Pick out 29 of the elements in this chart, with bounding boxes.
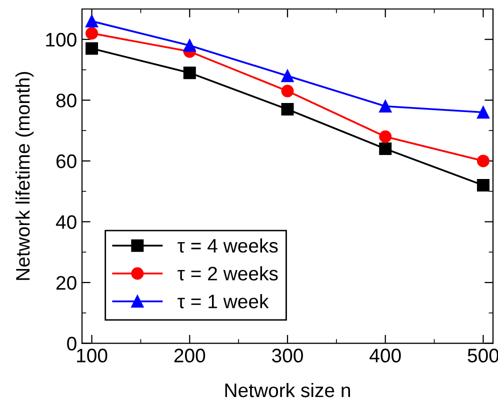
point [379,142,392,156]
x-tick-label: 200 [174,348,206,362]
point [86,27,98,40]
point [183,39,196,52]
legend-label: τ = 2 weeks [178,266,278,280]
point [281,84,294,98]
x-axis-title: Network size n [225,382,350,398]
point [86,42,98,55]
y-tick-label: 80 [56,94,76,108]
y-tick-label: 0 [67,336,76,351]
point [379,130,392,143]
y-tick-label: 40 [56,215,76,229]
x-tick-label: 300 [272,348,303,362]
point [476,179,490,192]
y-tick-label: 60 [56,154,76,168]
y-tick-label: 20 [56,276,76,290]
x-tick-label: 400 [370,348,401,362]
point [86,14,98,28]
point [183,66,196,80]
legend-label: τ = 4 weeks [178,238,278,253]
y-axis-title: Network lifetime (month) [15,72,34,280]
point [281,70,294,82]
point [476,154,490,168]
point [476,106,490,119]
y-tick-label: 100 [46,32,76,47]
point [281,103,294,116]
x-tick-label: 100 [77,348,108,362]
legend-label: τ = 1 week [178,294,269,308]
point [379,100,392,112]
